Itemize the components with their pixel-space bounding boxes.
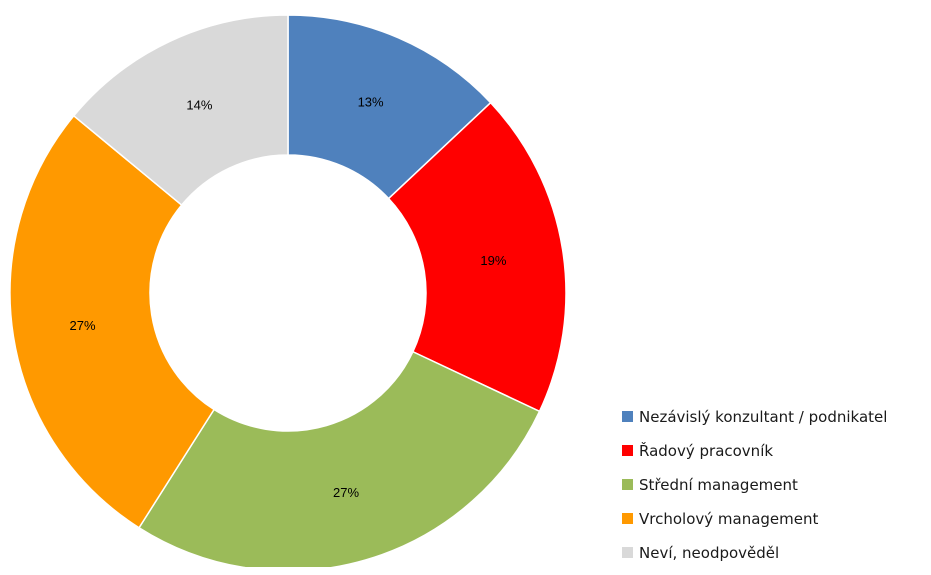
donut-slice (287, 14, 492, 200)
legend-label: Neví, neodpověděl (639, 543, 780, 562)
legend-label: Nezávislý konzultant / podnikatel (639, 407, 888, 426)
slice-data-label: 27% (70, 318, 96, 333)
donut-slice (9, 114, 216, 529)
slice-data-label: 19% (480, 253, 506, 268)
legend-item-radovy-pracovnik: Řadový pracovník (622, 439, 887, 462)
slice-data-label: 14% (186, 97, 212, 112)
slice-data-label: 13% (358, 95, 384, 110)
legend-item-stredni-management: Střední management (622, 473, 887, 496)
legend-swatch (622, 547, 633, 558)
legend-item-vrcholovy-management: Vrcholový management (622, 507, 887, 530)
legend-swatch (622, 411, 633, 422)
legend-swatch (622, 479, 633, 490)
legend-swatch (622, 445, 633, 456)
donut-slice (138, 350, 541, 572)
donut-slice (72, 14, 289, 207)
legend-item-nezavisly-konzultant: Nezávislý konzultant / podnikatel (622, 405, 887, 428)
slice-data-label: 27% (333, 485, 359, 500)
donut-slice (387, 101, 567, 413)
legend-swatch (622, 513, 633, 524)
legend-label: Střední management (639, 475, 798, 494)
legend-label: Řadový pracovník (639, 441, 774, 460)
legend-label: Vrcholový management (639, 509, 819, 528)
chart-legend: Nezávislý konzultant / podnikatel Řadový… (622, 405, 887, 575)
legend-item-nevi-neodpovedel: Neví, neodpověděl (622, 541, 887, 564)
